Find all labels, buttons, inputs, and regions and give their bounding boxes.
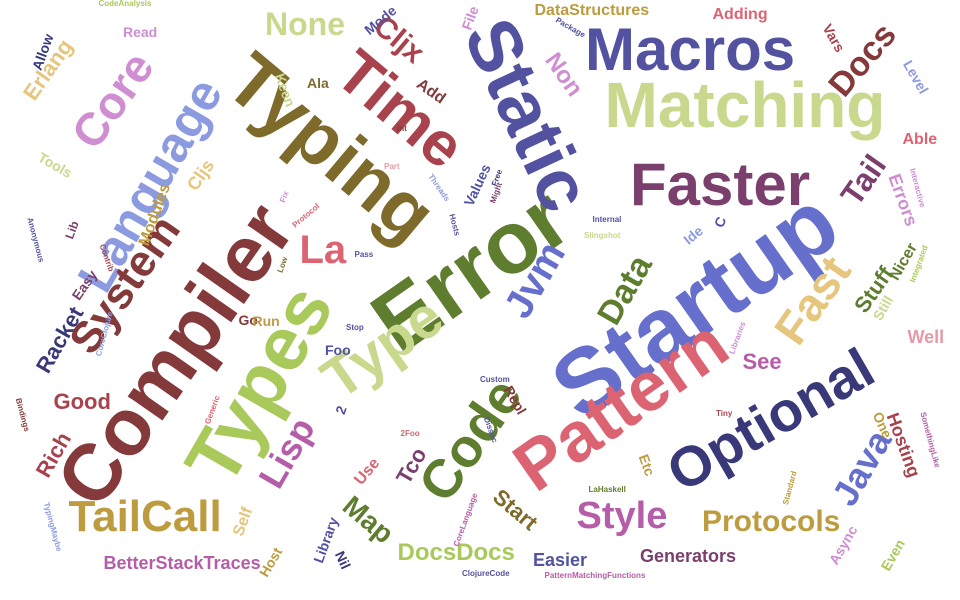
- word-generators: Generators: [640, 546, 737, 566]
- word-codeanalysis: CodeAnalysis: [98, 0, 152, 8]
- word-go: Go: [238, 312, 258, 328]
- word-use: Use: [350, 454, 383, 489]
- word-internal: Internal: [592, 215, 622, 224]
- word-ala: Ala: [307, 75, 329, 91]
- word-stop: Stop: [346, 323, 364, 332]
- word-tail: Tail: [833, 148, 893, 212]
- word-adding: Adding: [712, 6, 768, 23]
- word-start: Start: [488, 483, 543, 536]
- word-lahaskell: LaHaskell: [588, 485, 626, 494]
- word-patternmatchingfunctions: PatternMatchingFunctions: [544, 571, 646, 580]
- word-nil: Nil: [331, 548, 354, 572]
- word-vars: Vars: [819, 21, 849, 55]
- word-clojurecode: ClojureCode: [462, 569, 510, 578]
- word-la: La: [299, 228, 347, 272]
- word-good: Good: [53, 389, 111, 414]
- word-protocol: Protocol: [290, 201, 322, 230]
- word-tiny: Tiny: [716, 409, 733, 418]
- word-betterstacktraces: BetterStackTraces: [103, 553, 261, 573]
- word-int: Int: [397, 124, 407, 133]
- word-faster: Faster: [630, 151, 811, 218]
- word-docsdocs: DocsDocs: [397, 539, 515, 566]
- word-self: Self: [229, 505, 256, 539]
- word-able: Able: [902, 131, 938, 148]
- word-somethinglike: SomethingLike: [917, 411, 942, 469]
- word-see: See: [742, 349, 782, 374]
- word-package: Package: [554, 15, 587, 40]
- word-lib: Lib: [62, 219, 82, 241]
- word-protocols: Protocols: [702, 505, 841, 538]
- word-easier: Easier: [533, 550, 588, 570]
- word-host: Host: [255, 544, 285, 580]
- word-anonymous: Anonymous: [25, 216, 46, 264]
- word-fix: Fix: [278, 189, 291, 204]
- word-pass: Pass: [354, 250, 374, 259]
- word-2foo: 2Foo: [400, 429, 420, 438]
- word-slingshot: Slingshot: [584, 231, 621, 240]
- word-foo: Foo: [325, 342, 351, 358]
- word-etc: Etc: [635, 452, 659, 478]
- word-read: Read: [123, 24, 158, 40]
- word-typingmaybe: TypingMaybe: [41, 501, 64, 553]
- word-run: Run: [252, 313, 280, 329]
- word-custom: Custom: [480, 375, 510, 384]
- word-well: Well: [907, 327, 945, 347]
- word-level: Level: [900, 57, 932, 97]
- word-macros: Macros: [585, 16, 796, 83]
- word-tools: Tools: [35, 148, 75, 182]
- word-tailcall: TailCall: [68, 492, 222, 541]
- word-even: Even: [876, 536, 908, 574]
- word-datastructures: DataStructures: [534, 2, 650, 19]
- word-none: None: [265, 6, 345, 42]
- word-map: Map: [336, 489, 400, 550]
- word-matching: Matching: [604, 69, 886, 141]
- word-part: Part: [384, 162, 400, 171]
- word-standard: Standard: [780, 469, 799, 506]
- word-style: Style: [576, 495, 668, 537]
- word-bindings: Bindings: [13, 397, 32, 433]
